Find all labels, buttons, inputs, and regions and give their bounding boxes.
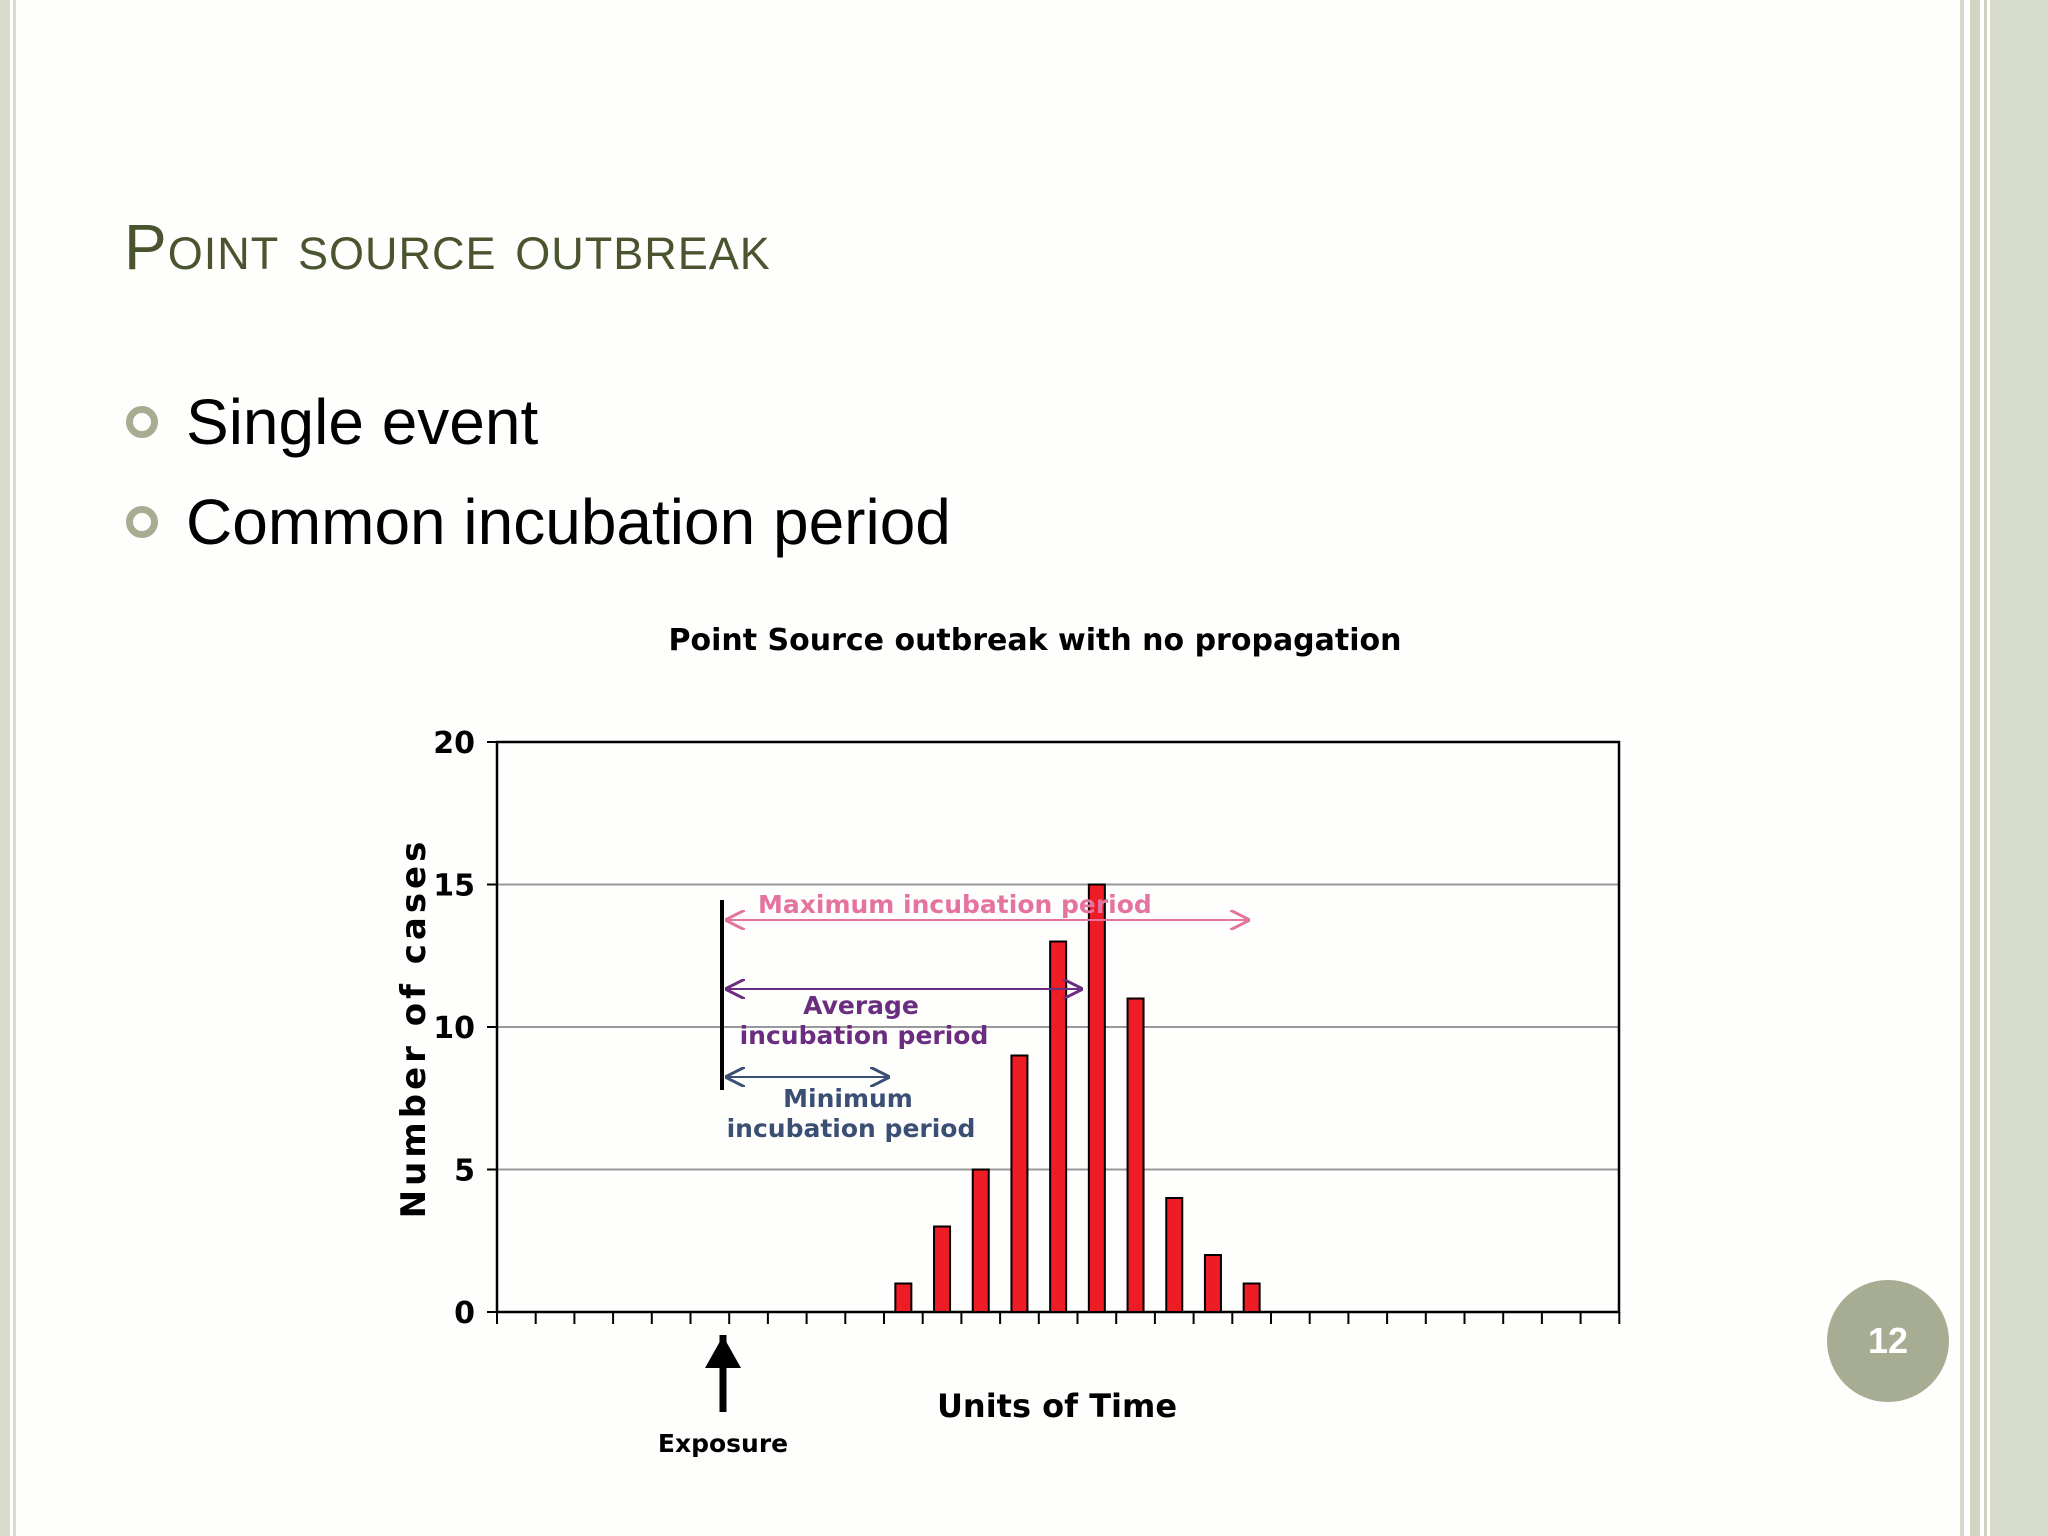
bar — [933, 1225, 952, 1313]
y-tick-label: 0 — [454, 1296, 475, 1331]
left-border-line — [13, 0, 16, 1536]
page-number-badge: 12 — [1827, 1280, 1949, 1402]
bar — [971, 1168, 990, 1313]
bullet-item: Single event — [126, 372, 951, 472]
x-axis-ticks — [496, 1312, 1621, 1324]
x-axis-label: Units of Time — [937, 1387, 1177, 1425]
bar — [1165, 1197, 1184, 1313]
right-border-line-1 — [1960, 0, 1964, 1536]
bar — [1087, 883, 1106, 1313]
min-incubation-label-line1: Minimum — [783, 1084, 913, 1113]
bar — [1010, 1054, 1029, 1313]
ring-bullet-icon — [126, 506, 158, 538]
avg-incubation-label-line2: incubation period — [740, 1021, 989, 1050]
chart-title: Point Source outbreak with no propagatio… — [669, 623, 1402, 658]
bullet-text: Common incubation period — [186, 486, 951, 558]
ring-bullet-icon — [126, 406, 158, 438]
y-tick-label: 10 — [433, 1011, 475, 1046]
right-border-line-2 — [1984, 0, 1987, 1536]
exposure-label: Exposure — [658, 1429, 788, 1458]
y-axis-tick-labels: 0 5 10 15 20 — [433, 726, 475, 1331]
y-axis-label: Number of cases — [394, 838, 434, 1219]
bar — [1049, 940, 1068, 1313]
slide-title: Point source outbreak — [124, 211, 771, 283]
bar — [1126, 997, 1145, 1313]
min-incubation-label-line2: incubation period — [727, 1114, 976, 1143]
bar — [1242, 1282, 1261, 1313]
bar — [1203, 1254, 1222, 1313]
right-border-bar-1 — [1970, 0, 1980, 1536]
right-border-bar-2 — [1990, 0, 2048, 1536]
chart-bars — [894, 883, 1261, 1313]
bullet-text: Single event — [186, 386, 539, 458]
bullet-item: Common incubation period — [126, 472, 951, 572]
exposure-arrow-icon — [705, 1336, 741, 1368]
bullet-list: Single event Common incubation period — [126, 372, 951, 572]
y-tick-label: 15 — [433, 869, 475, 904]
y-tick-label: 5 — [454, 1154, 475, 1189]
avg-incubation-label-line1: Average — [803, 991, 919, 1020]
y-tick-label: 20 — [433, 726, 475, 761]
bar — [894, 1282, 913, 1313]
max-incubation-label: Maximum incubation period — [758, 890, 1152, 919]
left-border-bar — [0, 0, 10, 1536]
